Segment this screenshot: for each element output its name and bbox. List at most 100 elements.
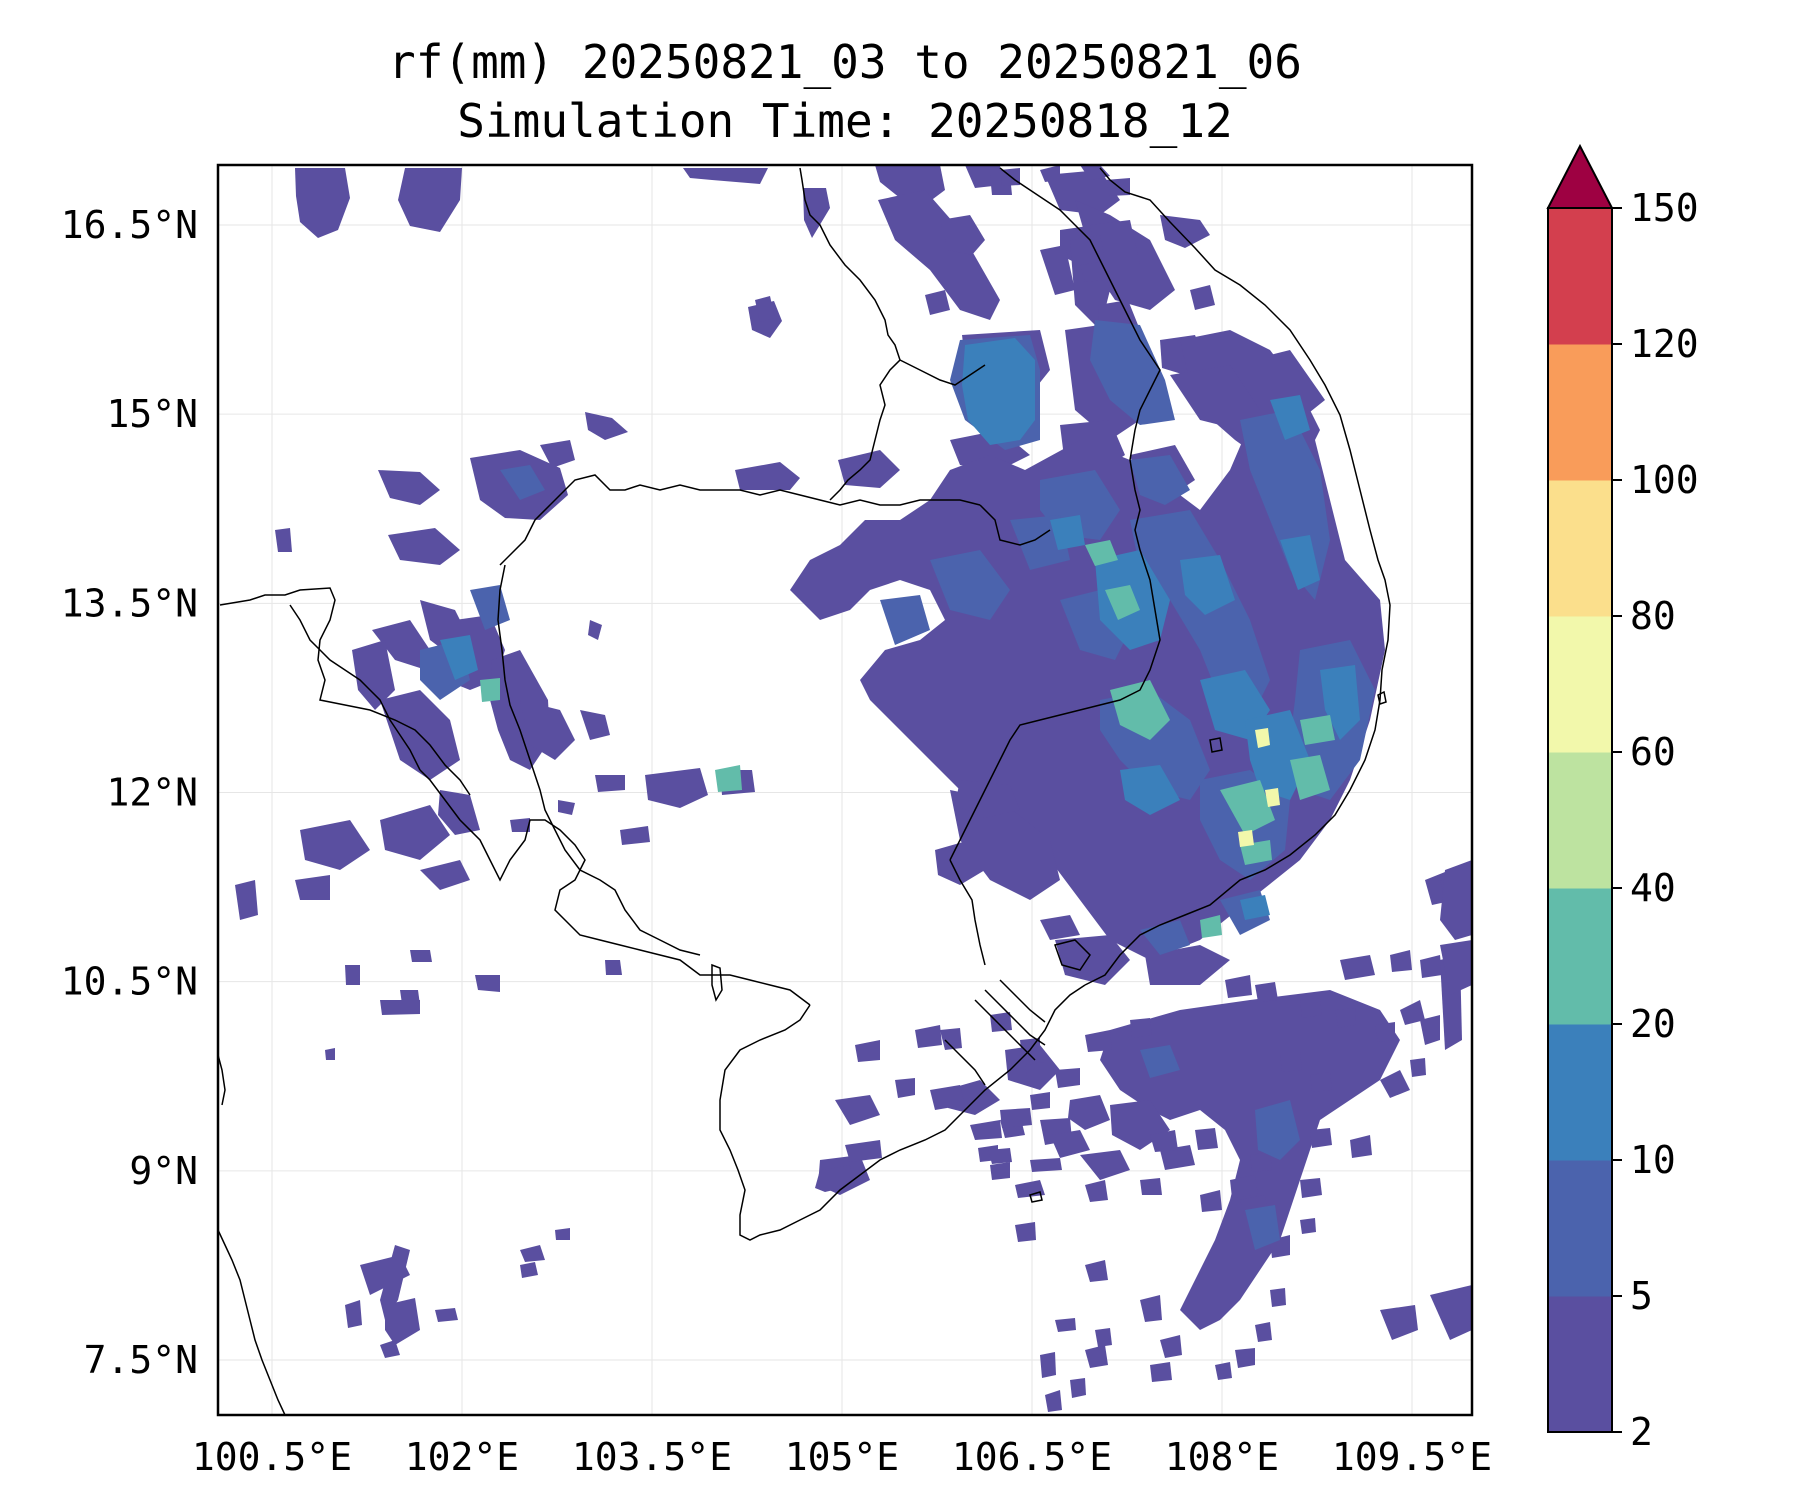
- rain-cell: [1068, 1095, 1110, 1130]
- latitude-tick-label: 13.5°N: [61, 581, 198, 625]
- colorbar-bin: [1548, 1024, 1612, 1161]
- rain-cell: [1245, 1205, 1280, 1250]
- rain-cell: [803, 188, 830, 238]
- rain-cell: [1055, 1068, 1080, 1088]
- rain-cell: [1300, 1178, 1322, 1198]
- rain-cell: [1380, 1070, 1410, 1098]
- rain-cell: [1085, 1345, 1108, 1368]
- colorbar-tick-label: 60: [1630, 730, 1676, 774]
- rain-cell: [1045, 1390, 1062, 1412]
- border: [979, 504, 1051, 546]
- longitude-tick-label: 106.5°E: [952, 1435, 1112, 1479]
- rain-cell: [880, 595, 930, 645]
- rain-cell: [1130, 510, 1270, 720]
- latitude-tick-label: 12°N: [106, 771, 198, 815]
- longitude-tick-label: 105°E: [785, 1435, 899, 1479]
- rain-cell: [990, 1162, 1010, 1180]
- rain-cell: [275, 528, 292, 552]
- rain-cell: [915, 1025, 942, 1048]
- colorbar-frame: [1547, 207, 1613, 1433]
- colorbar-tick-label: 120: [1630, 322, 1699, 366]
- island: [1209, 737, 1223, 753]
- rain-cell: [1015, 1222, 1036, 1242]
- island: [1377, 690, 1387, 705]
- rain-cell: [1440, 940, 1472, 995]
- rain-cell: [1140, 1295, 1162, 1322]
- latitude-tick-label: 16.5°N: [61, 203, 198, 247]
- rain-cell: [235, 880, 258, 920]
- rain-cell: [940, 1028, 962, 1050]
- rain-cell: [540, 440, 575, 468]
- rain-cell: [1140, 1178, 1162, 1195]
- rain-cell: [580, 710, 610, 740]
- rain-cell: [878, 190, 1000, 320]
- rain-cell: [1270, 395, 1310, 440]
- rain-cell: [372, 620, 430, 668]
- rain-cell: [815, 1165, 855, 1192]
- rain-cell: [510, 818, 530, 832]
- rain-cell: [1105, 585, 1140, 620]
- rain-cell: [1080, 1150, 1130, 1180]
- rain-cell: [950, 790, 1060, 900]
- rain-cell: [1055, 1318, 1076, 1332]
- rain-cell: [520, 1262, 538, 1278]
- rain-cell: [1100, 990, 1400, 1330]
- rain-cell: [988, 1148, 1012, 1164]
- rain-cell: [1290, 755, 1330, 800]
- rainfall-10-20: [440, 338, 1360, 920]
- rain-cell: [1200, 915, 1222, 938]
- longitude-tick-label: 108°E: [1165, 1435, 1279, 1479]
- rain-cell: [1095, 1328, 1112, 1347]
- rain-cell: [1350, 1135, 1372, 1158]
- map-title-line-1: rf(mm) 20250821_03 to 20250821_06: [388, 35, 1302, 89]
- rain-cell: [1255, 728, 1270, 748]
- rain-cell: [555, 1228, 570, 1240]
- rain-cell: [1110, 680, 1170, 740]
- coastline: [419, 769, 811, 1006]
- rain-cell: [930, 1085, 965, 1110]
- rain-cell: [1055, 935, 1130, 985]
- rain-cell: [1085, 1260, 1108, 1282]
- rain-cell: [970, 1120, 1002, 1140]
- map-frame: [216, 163, 1474, 1417]
- rain-cell: [1235, 1348, 1255, 1368]
- island: [1029, 1191, 1043, 1203]
- rain-cell: [1030, 1092, 1050, 1110]
- rain-cell: [1215, 1362, 1232, 1380]
- rain-cell: [1255, 1100, 1300, 1160]
- rain-cell: [360, 1255, 410, 1295]
- rain-cell: [1190, 285, 1215, 310]
- latitude-tick-label: 7.5°N: [84, 1338, 198, 1382]
- rain-cell: [605, 960, 622, 975]
- rain-cell: [990, 1012, 1012, 1032]
- rain-cell: [1335, 1008, 1356, 1028]
- rain-cell: [1070, 1378, 1086, 1398]
- rain-cell: [1225, 975, 1252, 998]
- rain-cell: [1280, 535, 1320, 590]
- latitude-tick-label: 10.5°N: [61, 960, 198, 1004]
- rain-cell: [1420, 955, 1442, 978]
- rain-cell: [925, 290, 950, 315]
- colorbar-tick-label: 150: [1630, 186, 1699, 230]
- latitude-tick-label: 15°N: [106, 392, 198, 436]
- rain-cell: [440, 635, 478, 680]
- colorbar-bin: [1548, 888, 1612, 1025]
- rain-cell: [1045, 170, 1120, 215]
- rain-cell: [845, 1140, 882, 1162]
- rain-cell: [1040, 915, 1080, 940]
- rain-cell: [835, 1095, 880, 1125]
- rain-cell: [1030, 1158, 1062, 1172]
- rain-cell: [1310, 1128, 1332, 1148]
- rain-cell: [1090, 320, 1175, 425]
- rain-cell: [388, 528, 460, 565]
- rain-cell: [520, 1245, 545, 1262]
- colorbar: 2 5 10 20 40 60 80 100 120 150: [1546, 143, 1699, 1454]
- rain-cell: [1430, 1285, 1472, 1340]
- rain-cell: [1085, 1030, 1112, 1052]
- rain-cell: [1160, 1335, 1182, 1358]
- colorbar-bin: [1548, 1160, 1612, 1297]
- rain-cell: [380, 1000, 420, 1015]
- delta: [984, 989, 1046, 1046]
- rain-cell: [595, 775, 625, 792]
